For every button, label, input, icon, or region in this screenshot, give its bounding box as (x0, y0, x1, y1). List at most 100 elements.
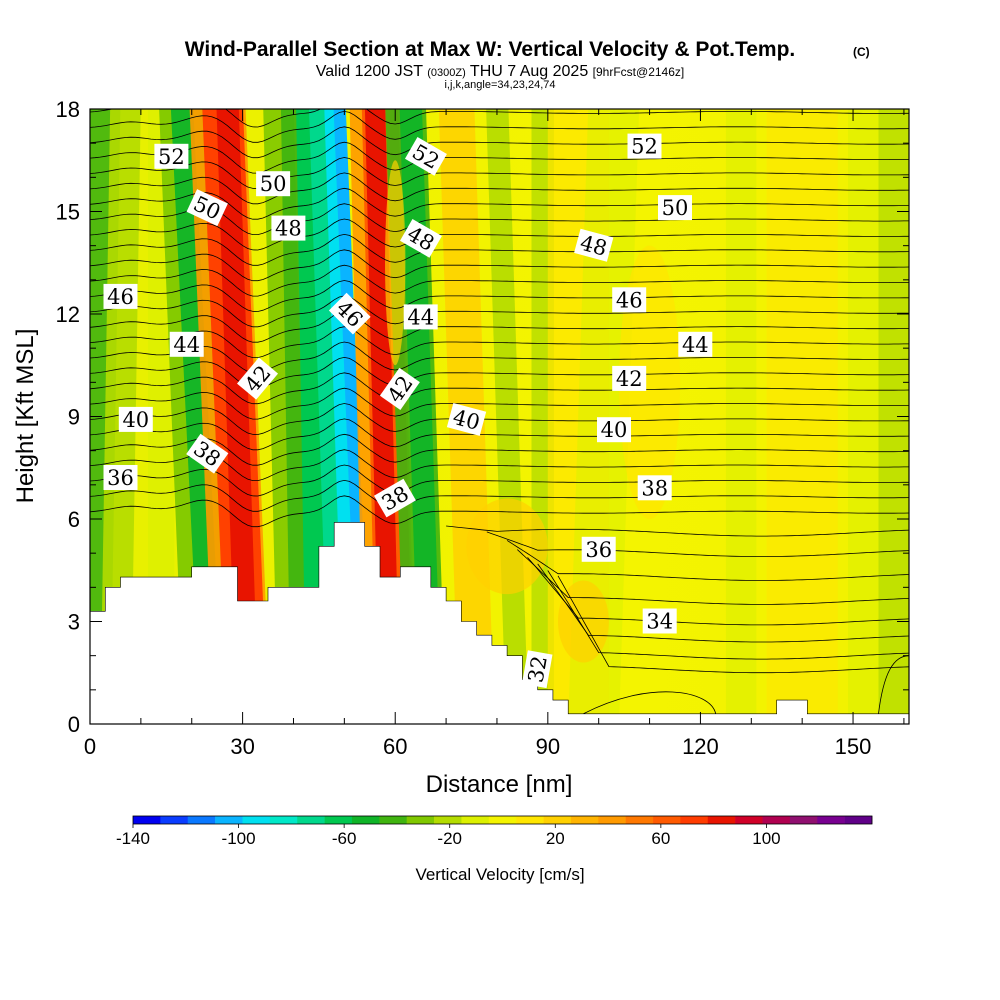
w-blob-3 (385, 160, 406, 366)
colorbar-swatch-19 (653, 816, 681, 824)
y-tick-label-1: 3 (68, 610, 80, 635)
contour-label-box (446, 402, 487, 436)
contour-label-box (271, 215, 306, 241)
w-band-26 (848, 109, 879, 724)
contour-label-box (612, 287, 647, 313)
theta-contour-21 (90, 172, 909, 205)
x-axis-label: Distance [nm] (426, 771, 573, 798)
colorbar-tick-label-6: 100 (752, 829, 780, 848)
theta-contour-11 (90, 326, 909, 358)
w-band-16 (364, 109, 401, 724)
contour-label-22: 42 (612, 365, 647, 391)
contour-label-25: 36 (581, 536, 616, 562)
colorbar-tick-label-3: -20 (437, 829, 462, 848)
contour-label-text: 36 (107, 466, 134, 490)
w-band-18 (399, 109, 442, 724)
contour-label-21: 44 (678, 331, 713, 357)
contour-label-18: 50 (658, 195, 692, 221)
colorbar-swatch-7 (324, 816, 353, 824)
colorbar-swatch-6 (297, 816, 325, 824)
theta-contour-7 (90, 387, 909, 420)
colorbar-swatch-10 (406, 816, 435, 824)
subtitle-date: THU 7 Aug 2025 (470, 63, 588, 80)
contour-label-text: 42 (616, 367, 643, 391)
contour-label-text: 46 (107, 285, 134, 309)
x-tick-label-4: 120 (682, 734, 719, 759)
colorbar-tick-label-4: 20 (546, 829, 565, 848)
contour-label-0: 52 (154, 143, 189, 169)
theta-contour-17 (90, 233, 909, 266)
contour-label-text: 34 (646, 610, 673, 634)
contour-label-text: 52 (158, 145, 185, 169)
theta-contour-14 (90, 280, 909, 312)
theta-contour-low-1 (486, 531, 909, 557)
colorbar-swatch-22 (735, 816, 763, 824)
w-band-24 (725, 109, 757, 724)
colorbar-swatch-16 (570, 816, 599, 824)
contour-label-box (328, 292, 371, 335)
theta-contour-16 (90, 249, 909, 282)
contour-label-23: 40 (597, 417, 631, 443)
colorbar-swatch-25 (817, 816, 845, 824)
colorbar-swatch-8 (351, 816, 380, 824)
contour-label-24: 38 (637, 475, 672, 501)
theta-contour-9 (90, 356, 909, 389)
contour-label-box (103, 465, 138, 490)
contour-label-13: 44 (403, 304, 438, 330)
theta-contour-surface-1 (878, 655, 909, 714)
theta-contour-low-7 (557, 575, 909, 674)
colorbar-tick-label-0: -140 (116, 829, 150, 848)
theta-contour-0 (90, 495, 909, 528)
subtitle-fcst: [9hrFcst@2146z] (593, 65, 685, 79)
colorbar-frame (132, 815, 873, 825)
contour-label-box (186, 189, 228, 227)
w-blob-0 (466, 498, 548, 595)
theta-contour-low-2 (506, 540, 909, 581)
colorbar-tick-label-2: -60 (332, 829, 357, 848)
contour-label-box (627, 133, 662, 159)
colorbar-swatch-1 (160, 816, 189, 824)
y-tick-label-0: 0 (68, 712, 80, 737)
colorbar-swatch-3 (215, 816, 243, 824)
theta-contour-22 (90, 157, 909, 189)
contour-label-5: 44 (169, 331, 204, 357)
x-tick-label-0: 0 (84, 734, 96, 759)
theta-contour-24 (90, 126, 909, 159)
x-tick-label-3: 90 (536, 734, 560, 759)
contour-label-box (118, 406, 153, 432)
contour-label-box (678, 331, 713, 357)
chart-title-mark: (C) (853, 45, 870, 59)
contour-label-text: 50 (260, 172, 287, 196)
y-tick-label-2: 6 (68, 507, 80, 532)
theta-contour-6 (90, 403, 909, 435)
colorbar-swatch-14 (516, 816, 544, 824)
contour-label-box (403, 304, 438, 330)
contour-label-box (637, 475, 672, 501)
contour-label-box (521, 650, 553, 689)
contour-label-box (256, 171, 291, 197)
y-tick-label-4: 12 (56, 302, 80, 327)
contour-label-box (642, 608, 677, 634)
theta-contour-3 (90, 449, 909, 481)
theta-contour-8 (90, 372, 909, 405)
theta-contour-surface-0 (583, 691, 717, 715)
colorbar-swatch-23 (762, 816, 791, 824)
contour-label-text: 36 (585, 538, 612, 562)
contour-label-box (658, 195, 692, 221)
colorbar-swatch-9 (379, 816, 407, 824)
colorbar-swatch-5 (269, 816, 298, 824)
theta-contour-19 (90, 203, 909, 235)
contour-label-text: 38 (641, 476, 668, 500)
subtitle-indices: i,j,k,angle=34,23,24,74 (444, 79, 555, 91)
theta-contour-low-3 (517, 549, 909, 605)
subtitle-valid: Valid 1200 JST (316, 63, 424, 80)
contour-label-box (399, 219, 442, 258)
theta-contour-4 (90, 433, 909, 466)
theta-contour-20 (90, 187, 909, 220)
contour-label-box (154, 143, 189, 169)
colorbar-swatch-12 (461, 816, 490, 824)
contour-label-text: 44 (682, 333, 709, 357)
contour-label-9: 36 (103, 465, 138, 490)
colorbar-tick-label-5: 60 (651, 829, 670, 848)
